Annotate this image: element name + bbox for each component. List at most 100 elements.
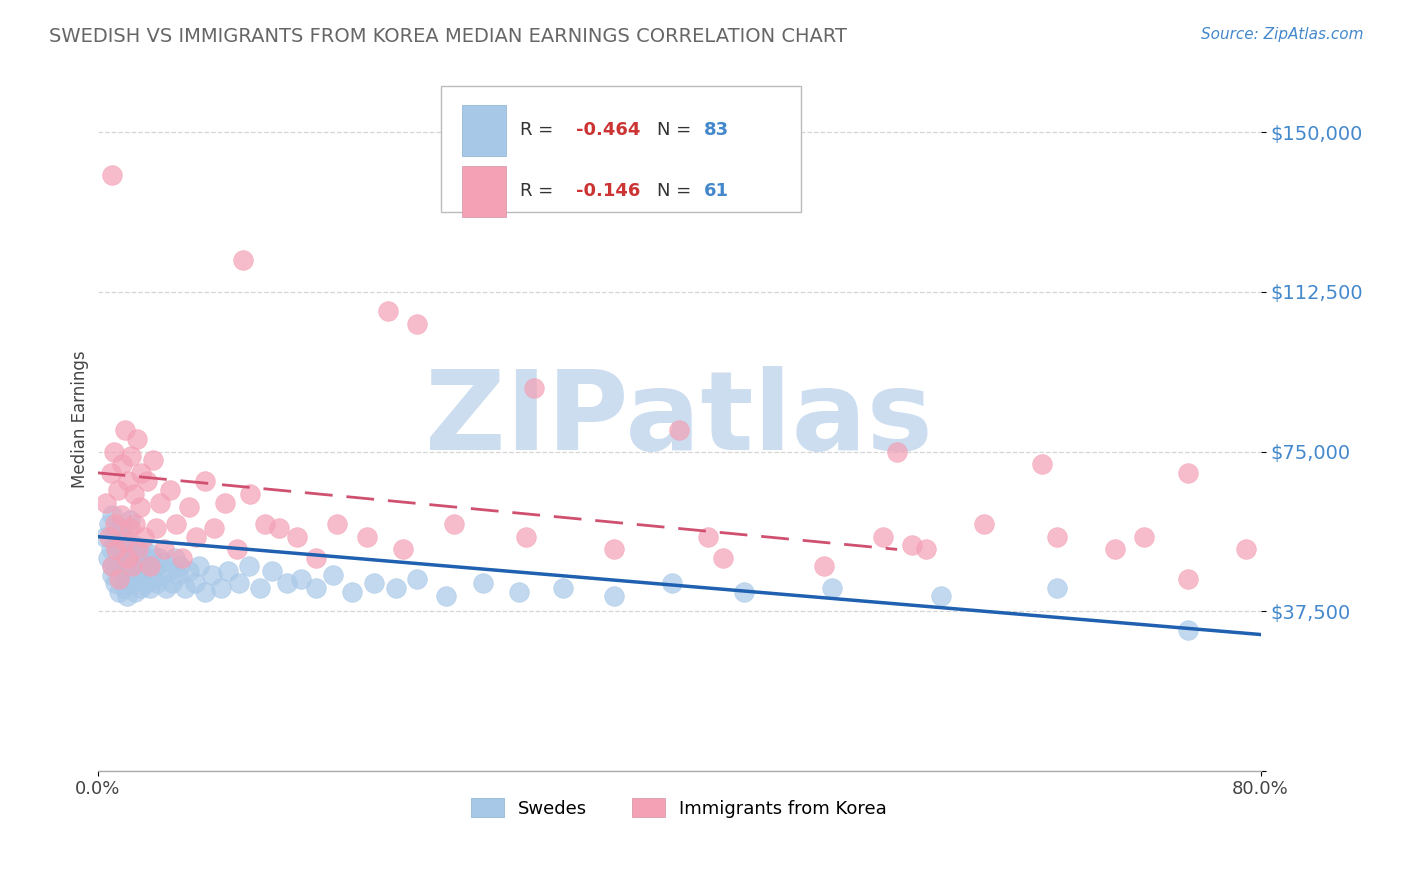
Text: N =: N = <box>657 121 697 139</box>
Point <box>322 568 344 582</box>
Point <box>194 585 217 599</box>
Point <box>929 589 952 603</box>
Point <box>94 530 117 544</box>
Point <box>523 381 546 395</box>
Point <box>1177 572 1199 586</box>
Point <box>149 495 172 509</box>
Point <box>173 581 195 595</box>
Point <box>214 495 236 509</box>
Point <box>120 449 142 463</box>
Point <box>105 542 128 557</box>
FancyBboxPatch shape <box>440 86 801 212</box>
Point <box>104 516 127 531</box>
Point <box>97 550 120 565</box>
Point <box>127 572 149 586</box>
Point <box>139 581 162 595</box>
Point <box>276 576 298 591</box>
Point <box>120 576 142 591</box>
Point <box>111 564 134 578</box>
Text: SWEDISH VS IMMIGRANTS FROM KOREA MEDIAN EARNINGS CORRELATION CHART: SWEDISH VS IMMIGRANTS FROM KOREA MEDIAN … <box>49 27 848 45</box>
Point <box>142 572 165 586</box>
Point <box>112 533 135 548</box>
Point <box>98 516 121 531</box>
Point <box>100 542 122 557</box>
Point <box>326 516 349 531</box>
Point <box>269 521 291 535</box>
Point <box>1177 624 1199 638</box>
Text: R =: R = <box>520 182 558 201</box>
Text: 83: 83 <box>703 121 728 139</box>
Point <box>118 521 141 535</box>
Point <box>239 487 262 501</box>
Point <box>115 550 138 565</box>
Point <box>121 559 143 574</box>
Point <box>602 589 624 603</box>
Point <box>122 564 145 578</box>
Point <box>733 585 755 599</box>
Text: -0.464: -0.464 <box>575 121 640 139</box>
Point <box>436 589 458 603</box>
Point <box>711 550 734 565</box>
Point <box>179 564 201 578</box>
Point <box>406 317 429 331</box>
Point <box>661 576 683 591</box>
Point <box>668 423 690 437</box>
Point <box>249 581 271 595</box>
Point <box>169 559 191 574</box>
Point <box>101 559 124 574</box>
Point <box>129 466 152 480</box>
Point <box>114 423 136 437</box>
Point <box>101 168 124 182</box>
Point <box>127 542 149 557</box>
Point <box>201 568 224 582</box>
Text: R =: R = <box>520 121 558 139</box>
Point <box>108 585 131 599</box>
Point <box>1234 542 1257 557</box>
Point <box>232 253 254 268</box>
Point <box>1177 466 1199 480</box>
Point <box>900 538 922 552</box>
Point <box>813 559 835 574</box>
Point <box>124 516 146 531</box>
Point <box>111 458 134 472</box>
Point <box>124 585 146 599</box>
Point <box>209 581 232 595</box>
Point <box>114 530 136 544</box>
Point <box>155 581 177 595</box>
Point <box>1031 458 1053 472</box>
Point <box>121 550 143 565</box>
Point <box>101 568 124 582</box>
Point <box>179 500 201 514</box>
Point <box>145 559 167 574</box>
Point <box>184 576 207 591</box>
Point <box>160 576 183 591</box>
Point <box>117 542 139 557</box>
Point <box>226 542 249 557</box>
Point <box>159 483 181 497</box>
Legend: Swedes, Immigrants from Korea: Swedes, Immigrants from Korea <box>464 791 894 825</box>
Point <box>157 564 180 578</box>
Point <box>973 516 995 531</box>
Point <box>110 521 132 535</box>
Point <box>141 547 163 561</box>
Point <box>108 538 131 552</box>
Point <box>508 585 530 599</box>
Point <box>128 547 150 561</box>
Point <box>96 495 118 509</box>
Point <box>152 555 174 569</box>
Text: -0.146: -0.146 <box>575 182 640 201</box>
Point <box>166 568 188 582</box>
Point <box>112 547 135 561</box>
Y-axis label: Median Earnings: Median Earnings <box>72 351 89 489</box>
Point <box>356 530 378 544</box>
Point <box>915 542 938 557</box>
Point <box>153 542 176 557</box>
Point <box>697 530 720 544</box>
Point <box>146 576 169 591</box>
Point <box>194 475 217 489</box>
Point <box>443 516 465 531</box>
Point <box>217 564 239 578</box>
Point <box>228 576 250 591</box>
Point <box>136 550 159 565</box>
Point <box>253 516 276 531</box>
